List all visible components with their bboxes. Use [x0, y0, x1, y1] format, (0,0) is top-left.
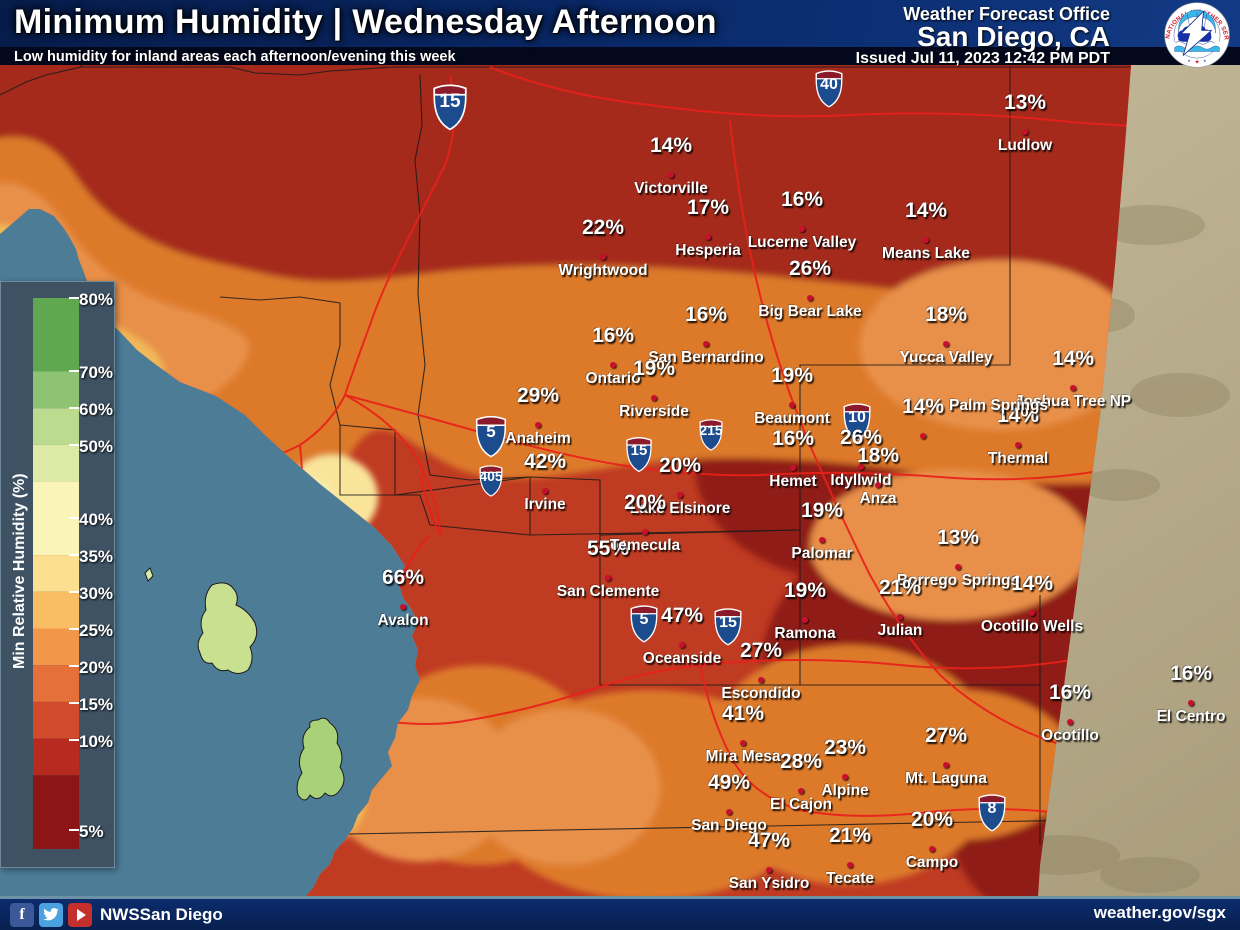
svg-text:★: ★ — [1195, 59, 1200, 65]
